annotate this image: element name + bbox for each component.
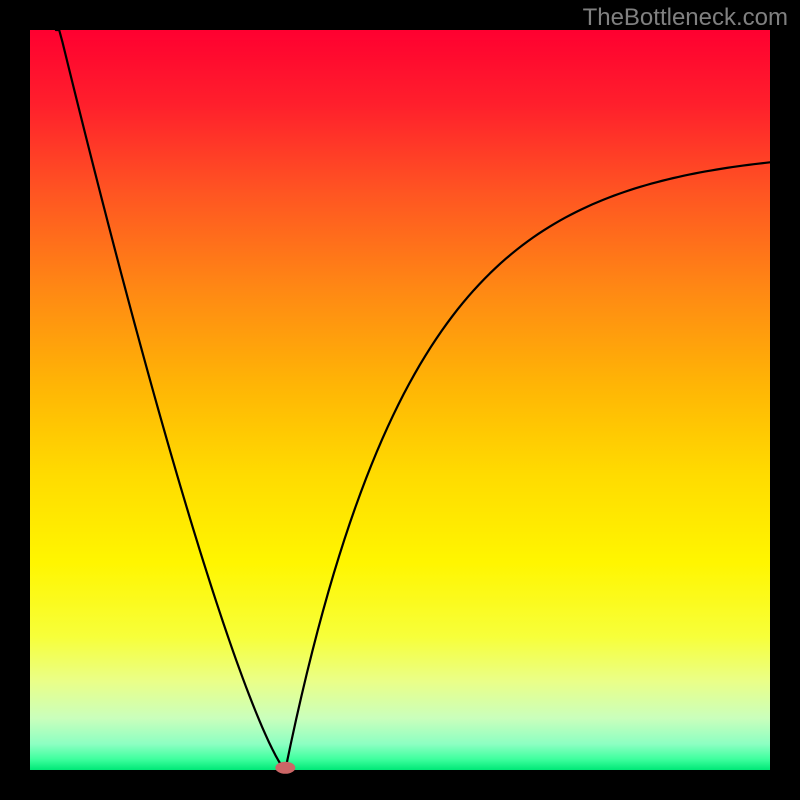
chart-frame: TheBottleneck.com [0, 0, 800, 800]
chart-svg [0, 0, 800, 800]
watermark-text: TheBottleneck.com [583, 4, 788, 32]
valley-marker [275, 762, 295, 774]
